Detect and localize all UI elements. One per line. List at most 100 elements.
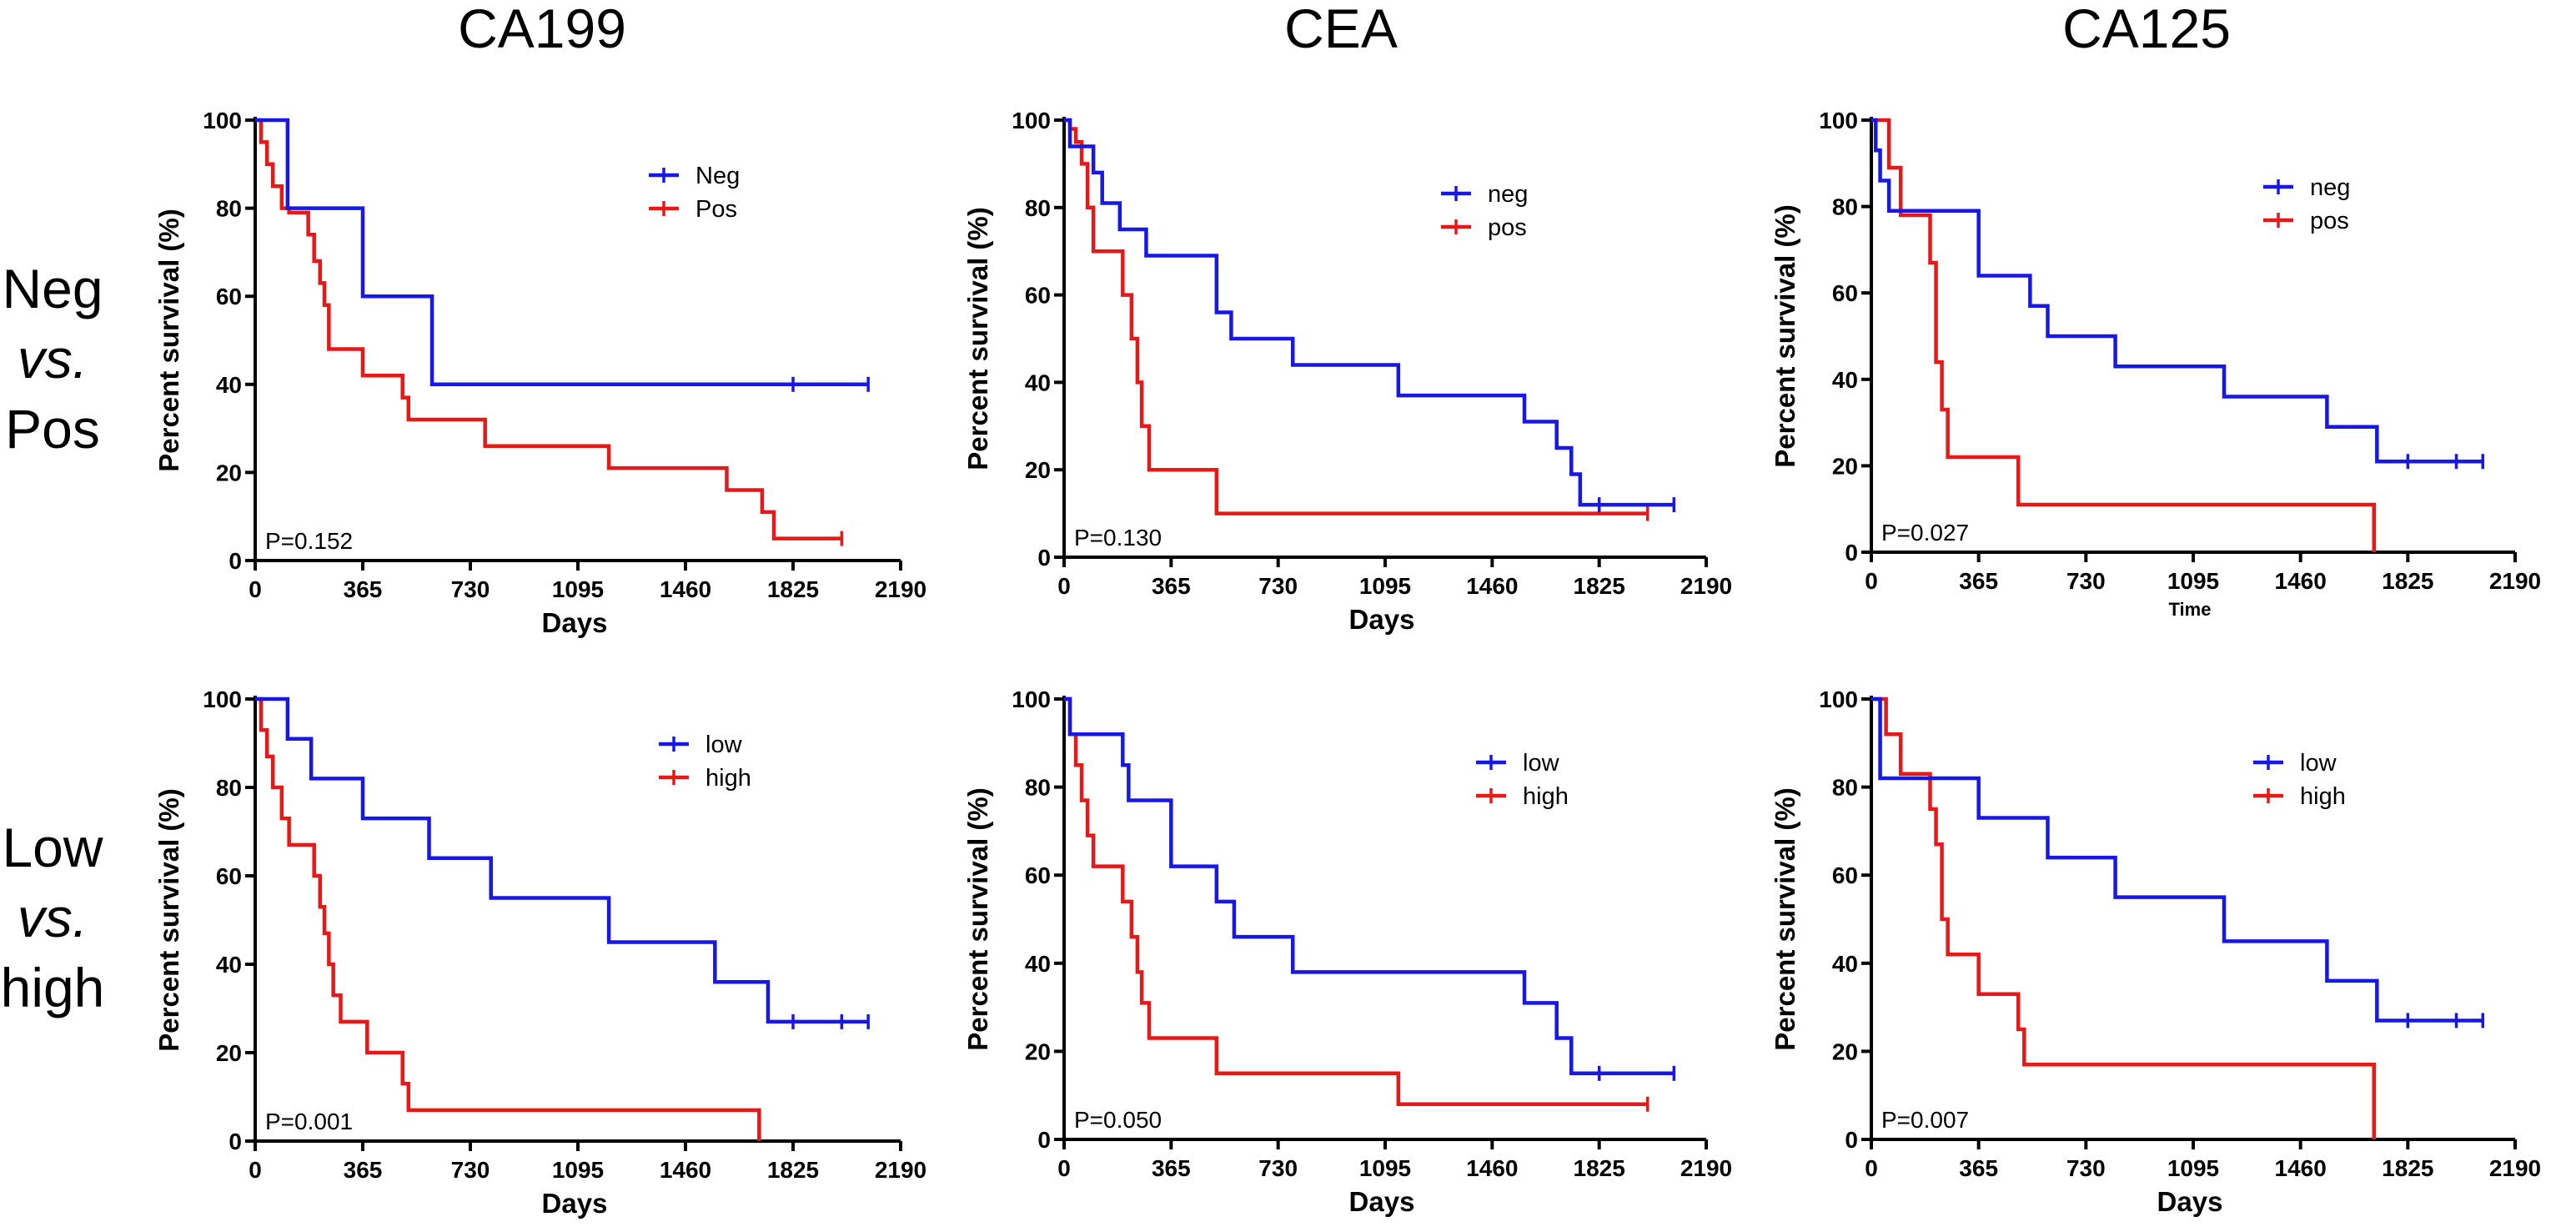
x-tick-label: 1460 [2275,1155,2327,1181]
x-tick-label: 1460 [660,1157,711,1183]
legend-label: Neg [695,163,740,189]
x-axis-label: Days [542,607,608,638]
x-tick-label: 730 [1258,1155,1298,1181]
y-tick-label: 100 [203,686,242,712]
x-tick-label: 1825 [767,576,819,602]
y-tick-label: 40 [1832,951,1858,977]
x-tick-label: 1825 [2382,1155,2433,1181]
y-tick-label: 20 [1025,457,1051,483]
km-panel-1: 0 20 40 60 80 100 0 365 730 1095 1460 1825 2190 Days P… [153,108,926,638]
y-tick-label: 100 [1012,108,1051,133]
y-tick-label: 60 [216,863,242,889]
column-title-ca125: CA125 [2062,0,2231,59]
p-value-label: P=0.152 [265,528,353,554]
survival-curve-high [255,696,761,1141]
km-panel-6: 0 20 40 60 80 100 0 365 730 1095 1460 1825 2190 Days P… [1770,686,2541,1217]
legend-item-pos: pos [2263,208,2349,234]
x-tick-label: 0 [249,1157,262,1183]
y-tick-label: 40 [1025,951,1051,977]
y-tick-label: 40 [1832,367,1858,393]
y-tick-label: 100 [1819,108,1858,133]
y-tick-label: 60 [1025,862,1051,888]
y-tick-label: 80 [216,775,242,801]
x-tick-label: 730 [2066,1155,2106,1181]
row-label-neg-vs-pos: Neg vs. Pos [0,254,105,464]
row-label-line1: Neg [2,258,103,319]
row-label-vs: vs. [17,328,88,390]
legend-label: high [2300,783,2346,810]
y-tick-label: 80 [1832,194,1858,220]
legend-label: high [1523,783,1569,810]
y-tick-label: 60 [1832,280,1858,306]
y-tick-label: 20 [1832,1038,1858,1064]
y-tick-label: 80 [1025,195,1051,221]
legend-item-pos: pos [1441,214,1527,241]
x-tick-label: 1460 [2275,568,2327,594]
y-tick-label: 60 [216,284,242,309]
survival-curve-low [1064,696,1675,1076]
x-axis-label: Days [2157,1186,2223,1217]
legend-label: Pos [695,196,737,223]
km-panel-5: 0 20 40 60 80 100 0 365 730 1095 1460 1825 2190 Days P… [962,686,1732,1217]
y-tick-label: 80 [1025,775,1051,801]
km-panel-2: 0 20 40 60 80 100 0 365 730 1095 1460 1825 2190 Days P… [962,108,1732,635]
survival-curve-neg [1871,118,2483,464]
x-tick-label: 365 [344,1157,383,1183]
x-tick-label: 730 [451,1157,490,1183]
x-tick-label: 1825 [2382,568,2433,594]
legend-item-high: high [659,765,751,792]
legend-label: low [706,732,743,758]
x-tick-label: 1095 [2167,568,2219,594]
y-axis-label: Percent survival (%) [153,788,184,1051]
legend-label: neg [1488,181,1528,208]
x-tick-label: 2190 [875,1157,926,1183]
x-tick-label: 730 [451,576,490,602]
x-tick-label: 1095 [2167,1155,2219,1181]
legend-label: pos [2310,208,2349,234]
y-tick-label: 40 [216,952,242,978]
survival-curve-high [1871,696,2377,1139]
x-axis-label: Days [542,1188,608,1219]
column-title-ca199: CA199 [458,0,626,59]
p-value-label: P=0.027 [1881,520,1969,546]
y-axis-label: Percent survival (%) [1770,787,1800,1050]
x-tick-label: 1095 [1359,573,1411,599]
x-tick-label: 365 [1959,1155,1998,1181]
y-tick-label: 60 [1025,283,1051,309]
y-axis-label: Percent survival (%) [962,787,993,1050]
x-tick-label: 1825 [1574,1155,1625,1181]
legend-label: pos [1488,214,1527,241]
x-axis-label: Days [1349,1186,1415,1217]
y-tick-label: 100 [1012,686,1051,712]
survival-curve-low [1871,696,2483,1023]
survival-curve-pos [1064,118,1648,515]
legend-item-low: low [2253,750,2337,777]
y-tick-label: 80 [1832,775,1858,801]
x-tick-label: 2190 [2489,1155,2541,1181]
legend-item-low: low [1476,750,1560,777]
column-title-cea: CEA [1284,0,1398,59]
x-tick-label: 365 [1152,573,1191,599]
y-tick-label: 40 [216,372,242,398]
legend-label: low [2300,750,2337,777]
x-tick-label: 1825 [1574,573,1625,599]
p-value-label: P=0.130 [1074,525,1162,551]
row-label-line1: Low [2,817,103,878]
x-tick-label: 730 [1258,573,1298,599]
survival-curve-high [1064,696,1648,1107]
x-tick-label: 1460 [660,576,711,602]
y-tick-label: 100 [1819,686,1858,712]
row-label-line3: Pos [5,398,100,460]
legend-item-high: high [1476,783,1569,810]
km-panel-4: 0 20 40 60 80 100 0 365 730 1095 1460 1825 2190 Days P… [153,686,926,1219]
x-tick-label: 1095 [1359,1155,1411,1181]
x-tick-label: 365 [1152,1155,1191,1181]
x-tick-label: 0 [1865,1155,1878,1181]
y-tick-label: 0 [228,548,242,574]
y-tick-label: 40 [1025,370,1051,395]
legend-item-neg: Neg [649,163,740,189]
x-tick-label: 2190 [1680,573,1732,599]
legend-label: low [1523,750,1560,777]
survival-curve-pos [255,118,842,541]
row-label-vs: vs. [17,887,88,948]
